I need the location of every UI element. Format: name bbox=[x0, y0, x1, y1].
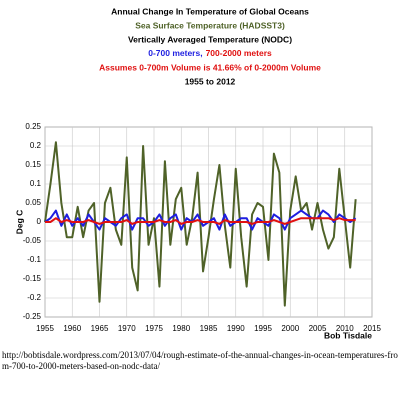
subtitle-part: 0-700 meters, bbox=[148, 48, 202, 58]
x-tick-label: 1985 bbox=[200, 324, 218, 333]
y-tick-label: 0.05 bbox=[25, 198, 41, 207]
x-tick-label: 1975 bbox=[145, 324, 163, 333]
subtitle-part: 700-2000 meters bbox=[206, 48, 272, 58]
y-tick-label: 0 bbox=[37, 217, 42, 226]
y-tick-label: 0.1 bbox=[30, 179, 42, 188]
x-tick-label: 2010 bbox=[336, 324, 354, 333]
data-line bbox=[45, 217, 356, 225]
y-tick-label: -0.15 bbox=[23, 274, 42, 283]
y-axis-label: Deg C bbox=[14, 210, 24, 235]
x-tick-label: 1970 bbox=[118, 324, 136, 333]
subtitle: Assumes 0-700m Volume is 41.66% of 0-200… bbox=[99, 62, 321, 72]
x-tick-label: 2015 bbox=[363, 324, 381, 333]
subtitle: 1955 to 2012 bbox=[185, 76, 236, 86]
y-tick-label: 0.25 bbox=[25, 122, 41, 131]
y-tick-label: -0.05 bbox=[23, 236, 42, 245]
credit: Bob Tisdale bbox=[324, 330, 372, 340]
x-tick-label: 1960 bbox=[63, 324, 81, 333]
y-tick-label: -0.2 bbox=[27, 293, 41, 302]
x-tick-label: 2005 bbox=[309, 324, 327, 333]
x-tick-label: 1995 bbox=[254, 324, 272, 333]
subtitle: Vertically Averaged Temperature (NODC) bbox=[128, 34, 292, 44]
chart: Annual Change In Temperature of Global O… bbox=[14, 6, 381, 340]
x-tick-label: 2000 bbox=[281, 324, 299, 333]
y-tick-label: 0.2 bbox=[30, 141, 42, 150]
y-tick-label: 0.15 bbox=[25, 160, 41, 169]
x-tick-label: 1955 bbox=[36, 324, 54, 333]
subtitle: 0-700 meters, 700-2000 meters bbox=[148, 48, 272, 58]
caption: http://bobtisdale.wordpress.com/2013/07/… bbox=[2, 350, 398, 371]
x-tick-label: 1990 bbox=[227, 324, 245, 333]
subtitle: Sea Surface Temperature (HADSST3) bbox=[135, 20, 285, 30]
y-tick-label: -0.1 bbox=[27, 255, 41, 264]
y-tick-label: -0.25 bbox=[23, 312, 42, 321]
x-tick-label: 1965 bbox=[91, 324, 109, 333]
x-tick-label: 1980 bbox=[172, 324, 190, 333]
chart-title: Annual Change In Temperature of Global O… bbox=[111, 6, 309, 16]
